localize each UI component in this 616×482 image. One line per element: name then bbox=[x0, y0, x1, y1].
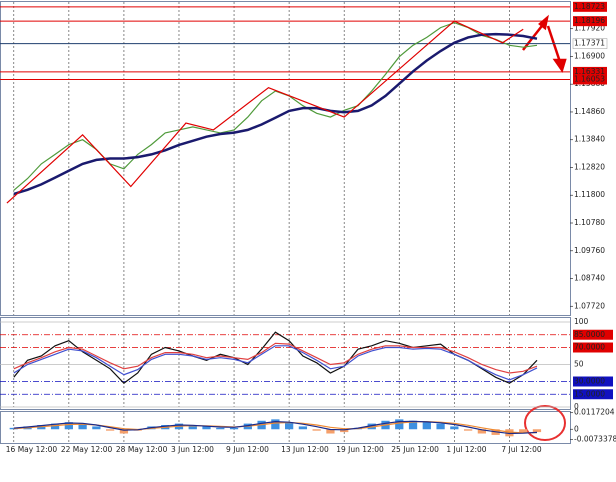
y-tick-label: 1.09760 bbox=[574, 246, 605, 255]
y-tick-label: 1.17920 bbox=[574, 24, 605, 33]
y-tick-label: -0.0073378 bbox=[574, 435, 616, 444]
y-tick-label: 0 bbox=[574, 402, 579, 411]
y-tick-label: 15.0000 bbox=[574, 389, 605, 398]
histogram-bar bbox=[188, 425, 197, 430]
level-label-box bbox=[573, 74, 607, 85]
level-label-box bbox=[572, 38, 608, 49]
x-tick-label: 3 Jun 12:00 bbox=[171, 445, 214, 454]
y-tick-label: 50 bbox=[574, 360, 584, 369]
histogram-bar bbox=[202, 426, 211, 430]
x-tick-label: 9 Jun 12:00 bbox=[226, 445, 269, 454]
histogram-bar bbox=[271, 419, 280, 430]
series-line bbox=[13, 32, 538, 196]
histogram-bar bbox=[92, 426, 101, 430]
y-tick-label: 0.0117204 bbox=[574, 408, 615, 417]
x-tick-label: 16 May 12:00 bbox=[6, 445, 58, 454]
histogram-bar bbox=[505, 429, 514, 437]
series-line bbox=[13, 331, 538, 384]
y-tick-label: 85.0000 bbox=[574, 330, 605, 339]
y-tick-label: 100 bbox=[574, 317, 589, 326]
level-label: 1.18196 bbox=[574, 16, 605, 25]
series-line bbox=[13, 22, 538, 191]
x-tick-label: 28 May 12:00 bbox=[116, 445, 168, 454]
y-tick-label-box bbox=[573, 376, 613, 387]
series-line bbox=[13, 342, 538, 374]
histogram-bar bbox=[326, 429, 335, 434]
histogram-bar bbox=[50, 423, 60, 430]
histogram-bar bbox=[119, 429, 129, 434]
x-tick-label: 25 Jun 12:00 bbox=[391, 445, 439, 454]
x-tick-label: 7 Jul 12:00 bbox=[501, 445, 541, 454]
watermark-circle bbox=[524, 405, 566, 441]
y-tick-label-box bbox=[573, 389, 613, 400]
y-tick-label: 1.07720 bbox=[574, 301, 605, 310]
histogram-bar bbox=[285, 422, 294, 430]
histogram-bar bbox=[64, 422, 73, 430]
histogram-bar bbox=[395, 419, 404, 430]
histogram-bar bbox=[106, 429, 115, 431]
histogram-bar bbox=[9, 427, 18, 430]
x-tick-label: 22 May 12:00 bbox=[61, 445, 113, 454]
price-panel-frame bbox=[0, 1, 571, 316]
y-tick-label: 1.16900 bbox=[574, 51, 605, 60]
x-tick-label: 19 Jun 12:00 bbox=[336, 445, 384, 454]
level-label-box bbox=[573, 16, 607, 27]
level-label: 1.18723 bbox=[574, 2, 605, 11]
y-tick-label: 0 bbox=[574, 424, 579, 433]
series-line bbox=[13, 420, 538, 435]
level-label-box bbox=[573, 66, 607, 77]
oscillator-panel-frame bbox=[0, 317, 571, 410]
histogram-bar bbox=[532, 429, 542, 433]
histogram-bar bbox=[436, 423, 445, 430]
y-tick-label: 70.0000 bbox=[574, 343, 605, 352]
histogram-bar bbox=[463, 429, 473, 431]
series-line bbox=[6, 20, 524, 204]
y-tick-label: 1.13840 bbox=[574, 135, 605, 144]
y-tick-label: 1.08740 bbox=[574, 274, 605, 283]
histogram-bar bbox=[450, 426, 459, 430]
histogram-bar bbox=[216, 427, 225, 430]
y-tick-label: 1.11800 bbox=[574, 190, 605, 199]
histogram-bar bbox=[312, 429, 321, 431]
histogram-bar bbox=[408, 420, 418, 430]
level-label: 1.16053 bbox=[574, 74, 605, 83]
y-tick-label-box bbox=[573, 342, 613, 353]
level-label: 1.17371 bbox=[574, 39, 605, 48]
histogram-bar bbox=[340, 429, 349, 433]
level-label-box bbox=[573, 1, 607, 12]
histogram-bar bbox=[422, 422, 431, 430]
histogram-bar bbox=[229, 427, 239, 430]
x-tick-label: 1 Jul 12:00 bbox=[446, 445, 486, 454]
forecast-arrows bbox=[522, 14, 567, 73]
y-tick-label: 1.10780 bbox=[574, 218, 605, 227]
y-tick-label: 1.12820 bbox=[574, 162, 605, 171]
histogram-bar bbox=[298, 426, 308, 430]
histogram-bar bbox=[519, 429, 528, 434]
x-tick-label: 13 Jun 12:00 bbox=[281, 445, 329, 454]
level-label: 1.16331 bbox=[574, 67, 605, 76]
y-tick-label-box bbox=[573, 329, 613, 340]
series-line bbox=[13, 345, 538, 381]
histogram-bar bbox=[78, 423, 87, 430]
histogram-bar bbox=[477, 429, 487, 434]
y-tick-label: 30.0000 bbox=[574, 377, 605, 386]
y-tick-label: 1.14860 bbox=[574, 107, 605, 116]
macd-panel-frame bbox=[0, 411, 571, 444]
